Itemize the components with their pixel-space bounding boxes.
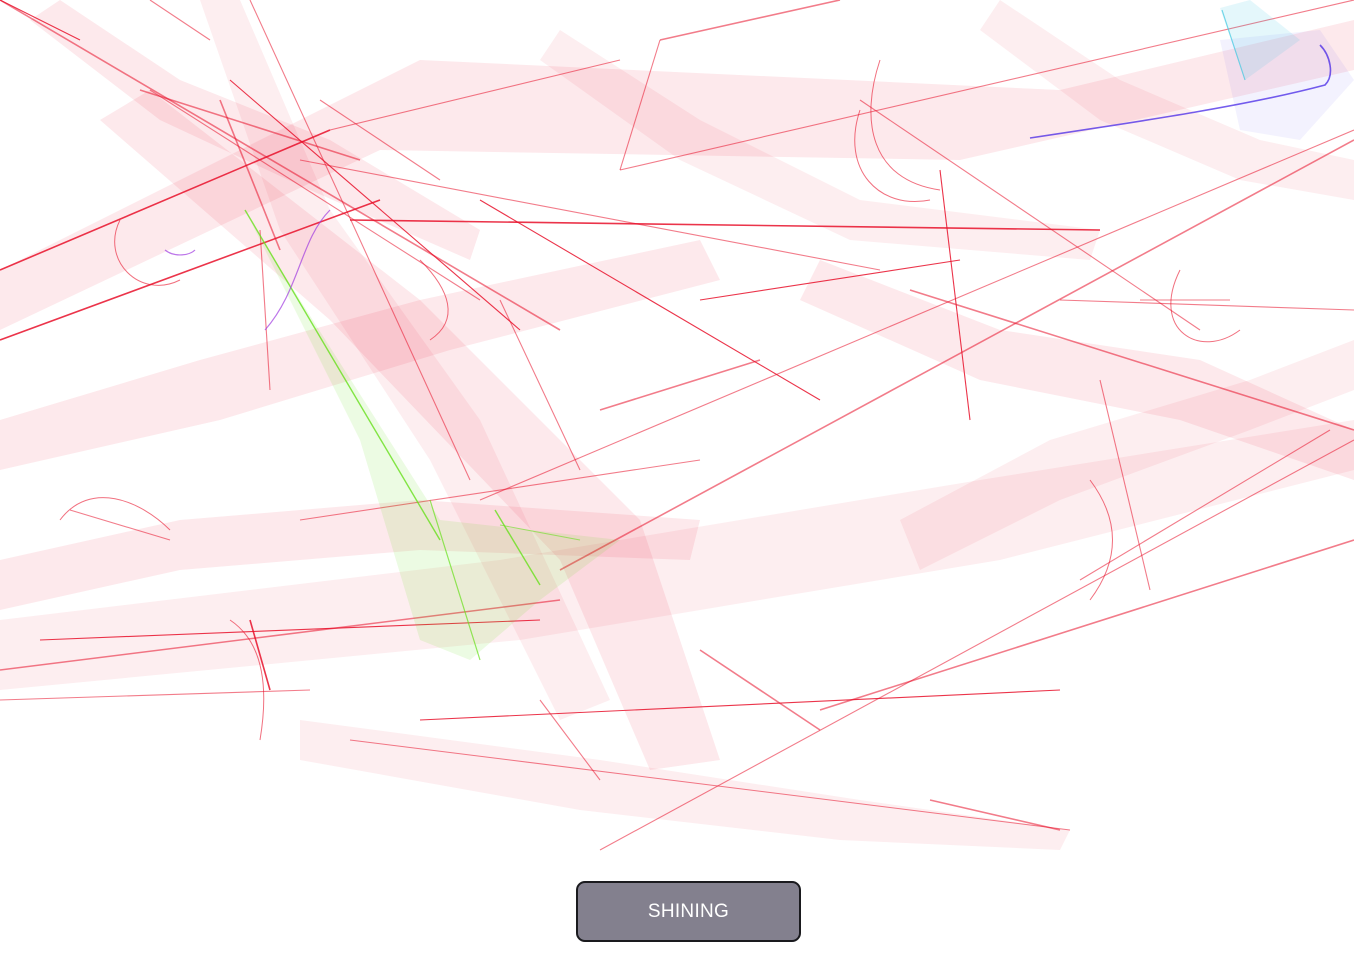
ribbon-edge xyxy=(939,169,971,421)
green-ribbon-edge xyxy=(494,509,541,586)
ribbon-edge xyxy=(479,199,821,401)
ribbon-curl xyxy=(870,59,941,191)
ribbon-edge xyxy=(219,99,281,251)
ribbon-edge xyxy=(349,739,1071,831)
ribbon-curl xyxy=(1089,479,1113,601)
ribbon-edge xyxy=(349,219,1101,231)
ribbon-edge xyxy=(599,439,1354,851)
ribbon-edge xyxy=(139,89,361,161)
ribbon-edge xyxy=(619,0,1354,171)
ribbon-edge xyxy=(149,0,211,41)
accent-ribbon-layer xyxy=(164,0,1354,661)
ribbon-sheet xyxy=(540,30,1100,260)
ribbon-curl xyxy=(854,109,931,202)
blue-ribbon-sheet xyxy=(1220,30,1354,140)
green-ribbon-edge xyxy=(499,524,581,541)
ribbon-sheet xyxy=(200,0,610,720)
ribbon-edge xyxy=(479,129,1354,501)
ribbon-edge xyxy=(259,229,271,391)
ribbon-edge xyxy=(559,139,1354,571)
ribbon-sheet xyxy=(900,340,1354,570)
ribbon-edge xyxy=(929,799,1061,831)
ribbon-edge xyxy=(619,39,661,171)
ribbon-edge xyxy=(249,0,471,481)
ribbon-edge xyxy=(0,129,331,271)
ribbon-edge xyxy=(0,199,381,341)
ribbon-edge xyxy=(39,619,541,641)
ribbon-edge xyxy=(319,99,441,181)
ribbon-sheet xyxy=(30,0,480,260)
ribbon-curl xyxy=(229,619,265,741)
ribbon-edge xyxy=(699,649,821,731)
generative-art-canvas xyxy=(0,0,1354,851)
ribbon-edge xyxy=(539,699,601,781)
ribbon-edge xyxy=(299,159,881,271)
ribbon-sheet xyxy=(0,20,1354,330)
ribbon-edge xyxy=(0,0,561,331)
ribbon-sheet xyxy=(980,0,1354,200)
ribbon-edge xyxy=(299,459,701,521)
ribbon-edge xyxy=(0,0,81,41)
shining-button[interactable]: SHINING xyxy=(576,881,801,942)
cyan-ribbon-sheet xyxy=(1220,0,1300,80)
ribbon-edge xyxy=(499,299,581,471)
ribbon-curl xyxy=(59,497,171,531)
ribbon-edge xyxy=(699,259,961,301)
ribbon-sheet xyxy=(0,240,720,470)
blue-ribbon-edge xyxy=(1029,44,1332,139)
ribbon-edge xyxy=(819,539,1354,711)
ribbon-curl xyxy=(419,259,449,341)
ribbon-layer xyxy=(0,0,1354,851)
green-ribbon-edge xyxy=(429,499,481,661)
ribbon-curl xyxy=(114,219,181,286)
ribbon-edge xyxy=(0,599,561,671)
ribbon-edge xyxy=(859,99,1201,331)
ribbon-edge xyxy=(329,59,621,131)
ribbon-curl xyxy=(1170,269,1241,343)
green-ribbon-edge xyxy=(244,209,441,541)
ribbon-edge xyxy=(599,359,761,411)
cyan-ribbon-edge xyxy=(1221,9,1246,81)
ribbon-artwork xyxy=(0,0,1354,851)
ribbon-edge xyxy=(249,619,271,691)
ribbon-edge xyxy=(1079,429,1331,581)
ribbon-edge xyxy=(1099,379,1151,591)
ribbon-sheet xyxy=(800,260,1354,480)
ribbon-edge xyxy=(229,79,521,331)
ribbon-sheet xyxy=(0,420,1354,690)
ribbon-edge xyxy=(659,0,841,41)
ribbon-edge xyxy=(69,509,171,541)
ribbon-edge xyxy=(909,289,1354,431)
ribbon-sheet xyxy=(300,720,1070,850)
green-ribbon-sheet xyxy=(250,220,620,660)
ribbon-sheet xyxy=(0,500,700,610)
ribbon-edge xyxy=(1059,299,1354,311)
ribbon-sheet xyxy=(100,90,720,770)
ribbon-edge xyxy=(419,689,1061,721)
violet-ribbon-edge xyxy=(164,209,331,331)
ribbon-edge xyxy=(0,689,311,701)
